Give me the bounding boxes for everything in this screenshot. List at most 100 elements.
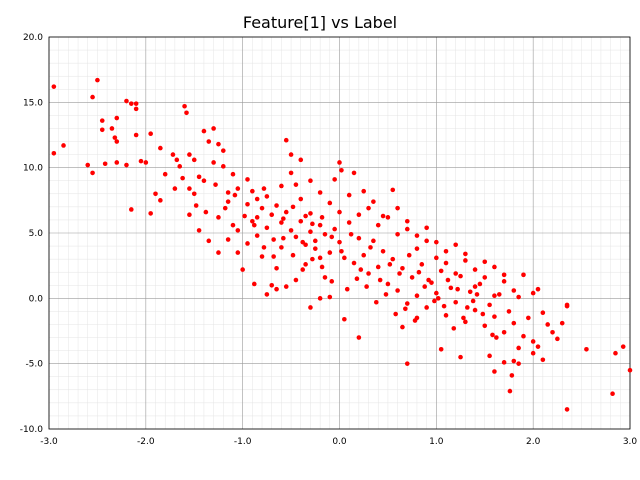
data-point — [293, 182, 299, 187]
data-point — [453, 271, 459, 276]
data-point — [235, 250, 241, 255]
data-point — [530, 350, 536, 356]
data-point — [288, 228, 294, 233]
data-point — [264, 225, 270, 231]
data-point — [361, 252, 367, 258]
data-point — [308, 211, 313, 216]
data-point — [385, 215, 391, 220]
data-point — [400, 324, 405, 330]
data-point — [465, 305, 470, 310]
data-point — [293, 277, 299, 283]
x-tick-label: 1.0 — [429, 437, 444, 447]
data-point — [191, 157, 197, 163]
data-point — [342, 255, 347, 261]
chart-title: Feature[1] vs Label — [243, 13, 397, 32]
data-point — [332, 177, 337, 182]
data-point — [377, 277, 383, 283]
y-tick-label: 10.0 — [23, 164, 43, 174]
data-point — [526, 315, 531, 321]
data-point — [395, 288, 400, 293]
data-point — [516, 361, 521, 366]
data-point — [380, 248, 386, 254]
data-point — [254, 215, 260, 220]
data-point — [404, 301, 410, 306]
data-point — [245, 201, 250, 207]
data-point — [308, 305, 313, 310]
data-point — [232, 192, 238, 198]
data-point — [95, 77, 100, 83]
data-point — [451, 326, 457, 331]
data-point — [385, 281, 391, 287]
x-tick-label: -3.0 — [40, 437, 58, 447]
data-point — [317, 190, 323, 195]
data-point — [138, 158, 144, 164]
data-point — [545, 322, 550, 327]
data-point — [235, 228, 241, 233]
data-point — [279, 183, 284, 189]
data-point — [501, 360, 507, 365]
data-point — [310, 221, 315, 227]
data-point — [540, 357, 546, 363]
data-point — [180, 175, 185, 181]
data-point — [346, 192, 352, 198]
data-point — [245, 241, 250, 246]
data-point — [458, 273, 463, 279]
data-point — [274, 286, 279, 292]
data-point — [467, 289, 473, 295]
data-point — [521, 272, 526, 278]
data-point — [245, 177, 250, 182]
data-point — [322, 275, 328, 280]
data-point — [337, 239, 342, 245]
data-point — [288, 152, 294, 157]
data-point — [298, 218, 304, 224]
data-point — [274, 203, 279, 208]
x-axis-tick-labels: -3.0 -2.0 -1.0 0.0 1.0 2.0 3.0 — [40, 437, 637, 447]
data-point — [279, 245, 284, 250]
data-point — [494, 335, 499, 340]
data-point — [339, 248, 344, 254]
data-point — [221, 148, 226, 153]
data-point — [129, 207, 134, 212]
data-point — [133, 106, 139, 112]
data-point — [371, 238, 376, 244]
data-point — [412, 318, 418, 323]
data-point — [230, 171, 236, 177]
data-point — [395, 205, 400, 211]
data-point — [435, 296, 441, 301]
data-point — [327, 250, 333, 255]
data-point — [383, 292, 389, 297]
data-point — [332, 226, 337, 232]
data-point — [521, 333, 526, 339]
data-point — [259, 205, 265, 211]
data-point — [535, 286, 541, 292]
data-point — [409, 275, 415, 280]
data-point — [564, 303, 570, 309]
data-point — [390, 187, 396, 193]
data-point — [225, 190, 231, 195]
data-point — [308, 178, 313, 184]
data-point — [487, 302, 492, 308]
data-point — [458, 354, 463, 360]
data-point — [191, 191, 197, 197]
data-point — [261, 245, 267, 250]
data-point — [317, 255, 323, 261]
data-point — [342, 316, 347, 322]
data-point — [109, 126, 115, 131]
data-point — [424, 305, 429, 310]
data-point — [356, 335, 362, 340]
data-point — [283, 284, 289, 289]
data-point — [259, 254, 265, 259]
data-point — [124, 98, 129, 104]
data-point — [261, 186, 267, 191]
data-point — [90, 94, 95, 100]
data-point — [129, 101, 134, 106]
data-point — [627, 367, 633, 373]
y-tick-label: 15.0 — [23, 98, 43, 108]
y-tick-label: 0.0 — [29, 294, 44, 304]
data-point — [153, 191, 158, 197]
scatter-points — [51, 77, 633, 412]
data-point — [348, 232, 354, 237]
x-tick-label: 3.0 — [623, 437, 638, 447]
data-point — [114, 115, 120, 121]
